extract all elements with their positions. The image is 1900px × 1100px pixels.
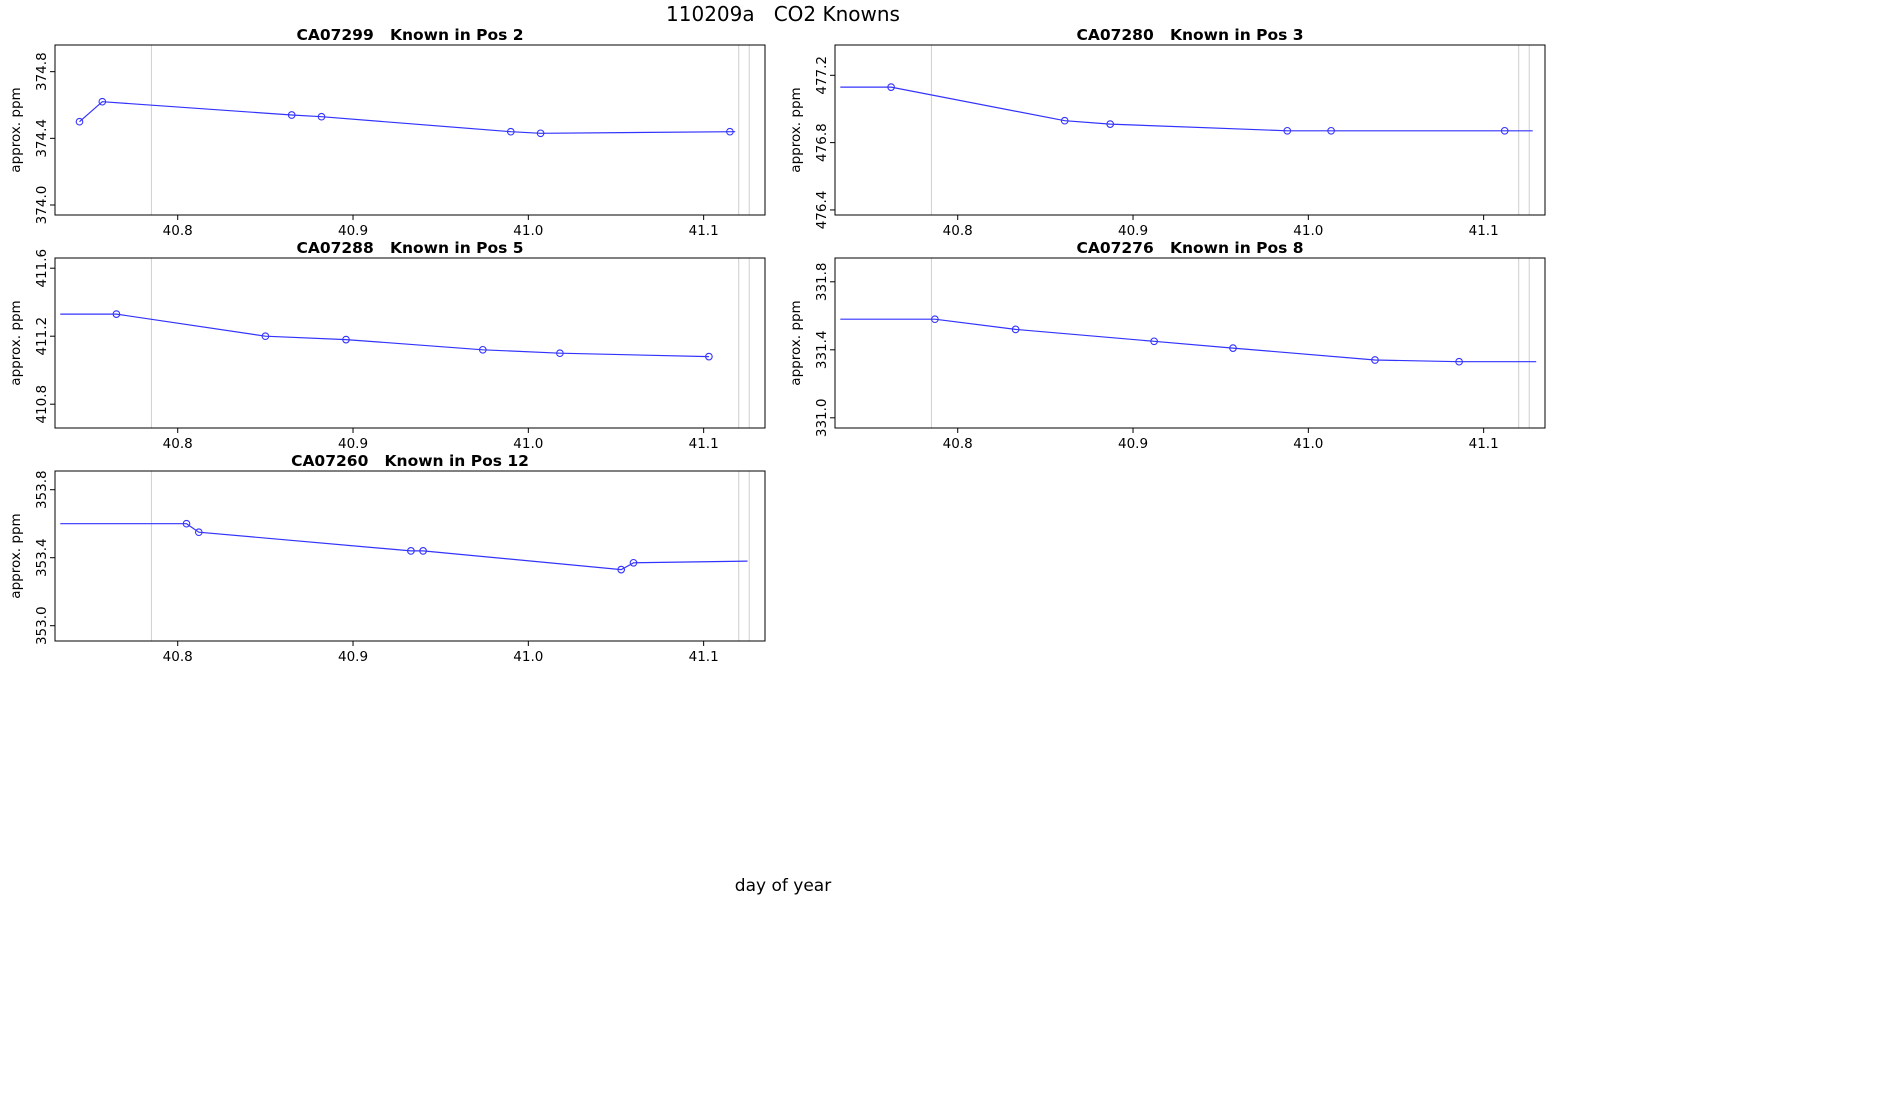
x-tick-label: 40.9 [1118, 436, 1148, 452]
y-tick-label: 374.8 [34, 52, 50, 91]
data-point [1150, 337, 1158, 346]
data-point [1455, 357, 1463, 366]
x-tick-label: 41.0 [513, 223, 543, 239]
series-line [840, 318, 1537, 363]
data-point [194, 528, 203, 537]
y-tick-label: 410.8 [34, 385, 50, 424]
data-point [98, 97, 107, 106]
data-point [1060, 116, 1069, 125]
plot-box [54, 44, 766, 216]
panel-title: CA07288 Known in Pos 5 [296, 239, 523, 257]
data-point [617, 565, 626, 574]
y-axis-title: approx. ppm [788, 87, 804, 172]
panel-title: CA07260 Known in Pos 12 [291, 452, 529, 470]
x-tick-label: 40.9 [338, 649, 368, 665]
x-tick-label: 41.0 [513, 649, 543, 665]
data-point [1283, 126, 1292, 135]
y-axis-title: approx. ppm [788, 300, 804, 385]
chart-pos5-svg: 40.8 40.9 41.0 41.1 410.8 411.2 411.6 approx. p… [8, 239, 766, 452]
chart-panel-pos5: 40.8 40.9 41.0 41.1 410.8 411.2 411.6 approx. p… [0, 239, 780, 454]
y-tick-label: 374.4 [34, 119, 50, 158]
panel-title: CA07280 Known in Pos 3 [1076, 26, 1303, 44]
y-tick-label: 331.0 [814, 398, 830, 437]
data-point [1229, 344, 1237, 352]
y-tick-label: 374.0 [34, 186, 50, 225]
chart-pos12-svg: 40.8 40.9 41.0 41.1 353.0 353.4 353.8 approx. p… [8, 452, 766, 665]
y-tick-label: 476.8 [814, 123, 830, 162]
chart-panel-pos8: 40.8 40.9 41.0 41.1 331.0 331.4 331.8 approx. p… [780, 239, 1560, 454]
y-tick-label: 331.4 [814, 330, 830, 369]
plot-box [54, 470, 766, 642]
data-point [1327, 126, 1335, 135]
data-point [536, 129, 545, 138]
page-title: 110209a CO2 Knowns [666, 2, 900, 26]
x-tick-label: 41.1 [689, 436, 719, 452]
y-axis-title: approx. ppm [8, 513, 24, 598]
x-tick-label: 40.8 [163, 223, 193, 239]
x-tick-label: 40.8 [943, 436, 973, 452]
x-tick-label: 41.1 [1469, 223, 1499, 239]
chart-pos3-svg: 40.8 40.9 41.0 41.1 476.4 476.8 477.2 approx. p… [788, 26, 1546, 239]
data-point [1106, 120, 1115, 128]
data-point [705, 352, 713, 361]
y-tick-label: 331.8 [814, 262, 830, 301]
chart-panel-pos2: 40.8 40.9 41.0 41.1 374.0 374.4 374.8 approx. p… [0, 26, 780, 241]
data-point [931, 315, 939, 324]
x-tick-label: 41.1 [1469, 436, 1499, 452]
x-tick-label: 41.0 [1293, 436, 1323, 452]
plot-box [834, 44, 1546, 216]
x-tick-label: 41.1 [689, 223, 719, 239]
data-point [75, 117, 84, 126]
data-point [112, 310, 121, 318]
x-tick-label: 40.8 [163, 649, 193, 665]
y-tick-label: 353.0 [34, 606, 50, 645]
x-tick-label: 40.9 [338, 436, 368, 452]
chart-pos2-svg: 40.8 40.9 41.0 41.1 374.0 374.4 374.8 approx. p… [8, 26, 766, 239]
series-line [60, 523, 748, 571]
data-point [726, 127, 734, 136]
y-tick-label: 476.4 [814, 191, 830, 230]
y-axis-title: approx. ppm [8, 87, 24, 172]
data-point [478, 345, 487, 354]
data-point [629, 558, 638, 567]
y-axis-title: approx. ppm [8, 300, 24, 385]
chart-panel-pos12: 40.8 40.9 41.0 41.1 353.0 353.4 353.8 approx. p… [0, 452, 780, 667]
x-tick-label: 40.9 [1118, 223, 1148, 239]
chart-panel-pos3: 40.8 40.9 41.0 41.1 476.4 476.8 477.2 approx. p… [780, 26, 1560, 241]
data-point [342, 335, 350, 344]
y-tick-label: 353.4 [34, 538, 50, 577]
data-point [419, 547, 427, 555]
data-point [287, 111, 296, 119]
plot-box [54, 257, 766, 429]
data-point [1011, 325, 1020, 334]
x-tick-label: 41.0 [513, 436, 543, 452]
data-point [887, 83, 895, 91]
plot-box [834, 257, 1546, 429]
y-tick-label: 411.2 [34, 317, 50, 356]
series-line [60, 313, 709, 358]
y-tick-label: 477.2 [814, 56, 830, 95]
x-tick-label: 40.8 [943, 223, 973, 239]
x-tick-label: 41.1 [689, 649, 719, 665]
x-tick-label: 40.8 [163, 436, 193, 452]
data-point [1371, 356, 1379, 364]
y-tick-label: 411.6 [34, 249, 50, 288]
data-point [506, 127, 515, 136]
data-point [556, 349, 564, 358]
chart-pos8-svg: 40.8 40.9 41.0 41.1 331.0 331.4 331.8 approx. p… [788, 239, 1546, 452]
y-tick-label: 353.8 [34, 470, 50, 509]
x-axis-label: day of year [734, 876, 832, 896]
data-point [407, 547, 415, 555]
data-point [317, 112, 326, 121]
data-point [1500, 126, 1509, 135]
x-tick-label: 41.0 [1293, 223, 1323, 239]
series-line [79, 101, 736, 134]
panel-title: CA07276 Known in Pos 8 [1076, 239, 1303, 257]
series-line [840, 86, 1533, 132]
data-point [182, 519, 191, 528]
panel-title: CA07299 Known in Pos 2 [296, 26, 523, 44]
data-point [261, 332, 270, 341]
x-tick-label: 40.9 [338, 223, 368, 239]
